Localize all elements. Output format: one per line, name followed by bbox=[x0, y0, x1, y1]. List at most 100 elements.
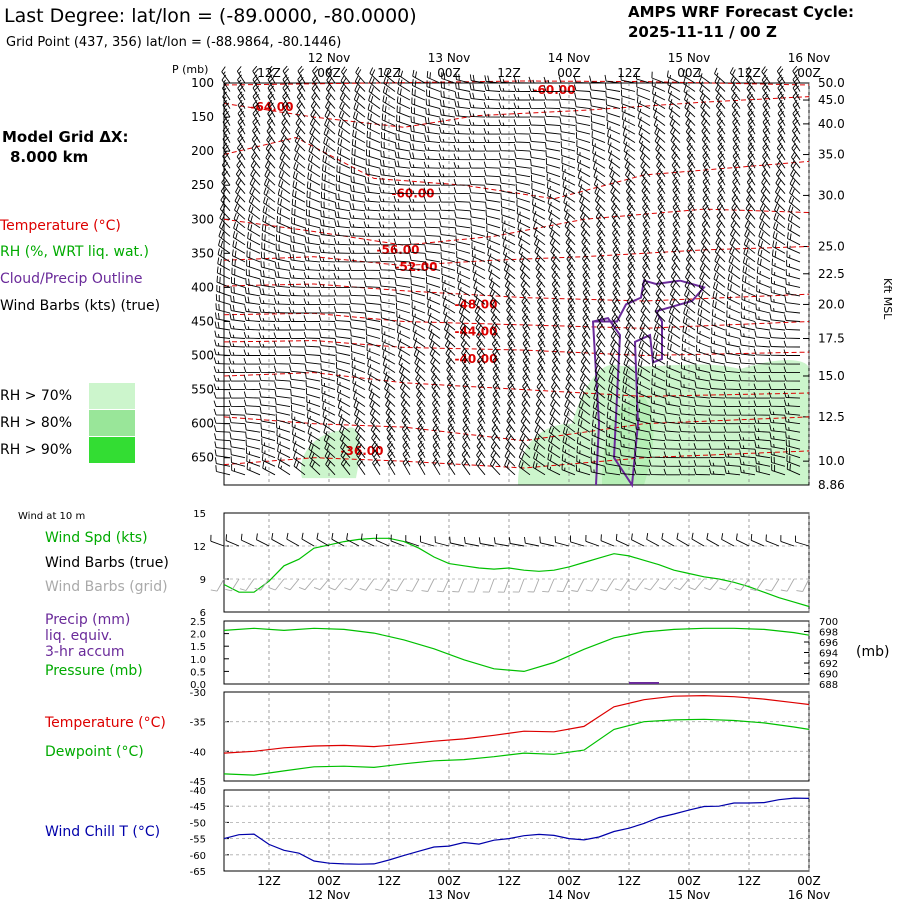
xs-wind-barb-99 bbox=[528, 93, 545, 101]
sfc-wind-barb-grid-36 bbox=[749, 578, 765, 592]
xs-wind-barb-1336 bbox=[367, 359, 381, 373]
xs-wind-barb-1808 bbox=[432, 457, 441, 476]
xs-wind-barb-501 bbox=[717, 168, 726, 186]
xs-wind-barb-1414 bbox=[367, 375, 381, 390]
xs-wind-barb-964 bbox=[642, 270, 651, 288]
xs-wind-barb-1351 bbox=[595, 356, 606, 373]
xs-wind-barb-101 bbox=[558, 93, 576, 101]
xs-wind-barb-1152 bbox=[537, 312, 546, 331]
xs-wind-barb-8 bbox=[341, 66, 351, 84]
xs-wind-barb-1580 bbox=[521, 407, 531, 424]
xs-wind-barb-396 bbox=[307, 154, 321, 169]
sfc-wind-barb-grid-7 bbox=[313, 578, 330, 591]
xs-wind-barb-85 bbox=[325, 83, 336, 101]
xs-wind-barb-1218 bbox=[350, 337, 366, 348]
xs-wind-barb-1591 bbox=[678, 416, 696, 425]
xs-wind-barb-1654 bbox=[462, 423, 471, 441]
xs-wind-barb-760 bbox=[502, 232, 516, 246]
xs-wind-barb-38 bbox=[792, 65, 801, 84]
xs-wind-barb-956 bbox=[520, 271, 531, 288]
xs-wind-barb-211 bbox=[453, 118, 471, 127]
xs-wind-barb-1822 bbox=[633, 467, 651, 476]
xs-wind-barb-459 bbox=[671, 159, 681, 177]
xs-wind-barb-1010 bbox=[741, 283, 756, 297]
xs-wind-barb-1827 bbox=[708, 467, 726, 476]
pressure-tick-label-2: 200 bbox=[191, 144, 214, 158]
xs-wind-barb-434 bbox=[293, 162, 306, 178]
xs-wind-barb-1716 bbox=[214, 449, 231, 459]
xs-wind-barb-907 bbox=[363, 272, 381, 280]
sfc-wind-barb-grid-16 bbox=[452, 578, 465, 593]
xs-wind-barb-246 bbox=[395, 123, 411, 135]
xs-wind-barb-1491 bbox=[353, 392, 366, 407]
xs-wind-barb-36 bbox=[761, 66, 771, 84]
xs-wind-barb-385 bbox=[732, 142, 741, 160]
xs-wind-barb-1084 bbox=[683, 298, 696, 314]
xs-wind-barb-1570 bbox=[369, 407, 381, 425]
xs-wind-barb-977 bbox=[244, 287, 261, 297]
xs-wind-barb-684 bbox=[532, 214, 546, 229]
sfc-wind-barb-0 bbox=[210, 534, 225, 547]
xs-wind-barb-412 bbox=[545, 157, 561, 169]
xs-wind-barb-882 bbox=[582, 253, 591, 271]
xs-wind-barb-1363 bbox=[768, 366, 785, 374]
xs-wind-barb-309 bbox=[762, 125, 771, 143]
xs-wind-barb-226 bbox=[684, 109, 696, 126]
xs-wind-barb-1560 bbox=[213, 417, 231, 425]
xs-wind-barb-651 bbox=[626, 202, 636, 220]
xs-wind-barb-713 bbox=[378, 230, 395, 237]
xs-wind-barb-1634 bbox=[738, 425, 756, 433]
xs-wind-barb-240 bbox=[309, 118, 321, 135]
xs-wind-barb-513 bbox=[306, 181, 321, 195]
xs-wind-barb-908 bbox=[378, 271, 396, 280]
xs-wind-barb-469 bbox=[235, 168, 246, 186]
xs-wind-barb-1722 bbox=[308, 443, 321, 459]
xs-wind-barb-182 bbox=[606, 106, 621, 118]
sfc-wind-barb-grid-28 bbox=[629, 578, 645, 591]
xs-wind-barb-287 bbox=[424, 134, 441, 144]
xs-wind-barb-1139 bbox=[334, 322, 351, 331]
xs-wind-barb-1208 bbox=[783, 331, 801, 339]
xs-wind-barb-20 bbox=[513, 76, 531, 84]
xs-wind-barb-1080 bbox=[626, 296, 636, 314]
xs-wind-barb-1408 bbox=[274, 381, 291, 391]
xs-wind-barb-996 bbox=[536, 279, 546, 297]
xs-wind-barb-791 bbox=[378, 247, 396, 254]
xs-wind-barb-1089 bbox=[755, 303, 771, 314]
xs-wind-barb-9 bbox=[355, 66, 366, 84]
xs-wind-barb-622 bbox=[774, 195, 786, 212]
sfc-wind-barb-grid-12 bbox=[390, 578, 405, 592]
sfc-wind-barb-39 bbox=[794, 535, 810, 547]
xs-wind-barb-988 bbox=[410, 285, 426, 297]
xs-wind-barb-1659 bbox=[534, 425, 546, 442]
xs-wind-barb-6 bbox=[312, 66, 321, 84]
xs-wind-barb-739 bbox=[773, 222, 786, 237]
xs-wind-barb-1427 bbox=[565, 373, 576, 390]
wind-ytick-label-2: 12 bbox=[193, 542, 206, 553]
xs-wind-barb-342 bbox=[670, 134, 681, 152]
xs-wind-barb-157 bbox=[237, 99, 246, 118]
xs-wind-barb-1000 bbox=[597, 278, 606, 297]
xs-wind-barb-1462 bbox=[507, 381, 516, 399]
xs-wind-barb-229 bbox=[731, 108, 741, 126]
xs-wind-barb-980 bbox=[288, 289, 306, 297]
xs-wind-barb-752 bbox=[378, 238, 395, 246]
sfc-wind-barb-grid-25 bbox=[585, 578, 600, 592]
xs-wind-barb-1281 bbox=[710, 345, 726, 356]
xs-wind-barb-1500 bbox=[492, 389, 501, 407]
xs-wind-barb-1554 bbox=[708, 408, 726, 416]
xs-wind-barb-1183 bbox=[412, 325, 426, 339]
xs-wind-barb-70 bbox=[683, 77, 696, 92]
xs-wind-barb-1309 bbox=[552, 347, 561, 365]
xs-wind-barb-24 bbox=[573, 76, 591, 84]
xs-wind-barb-1115 bbox=[567, 304, 576, 322]
xs-wind-barb-856 bbox=[771, 249, 786, 263]
xs-wind-barb-1159 bbox=[640, 313, 651, 331]
xs-wind-barb-1515 bbox=[708, 399, 726, 408]
xs-wind-barb-1762 bbox=[324, 450, 336, 467]
xs-wind-barb-1140 bbox=[349, 321, 366, 331]
xs-wind-barb-832 bbox=[409, 254, 426, 263]
xs-wind-barb-728 bbox=[611, 219, 621, 237]
xs-wind-barb-163 bbox=[325, 101, 336, 118]
xs-wind-barb-596 bbox=[378, 204, 396, 212]
